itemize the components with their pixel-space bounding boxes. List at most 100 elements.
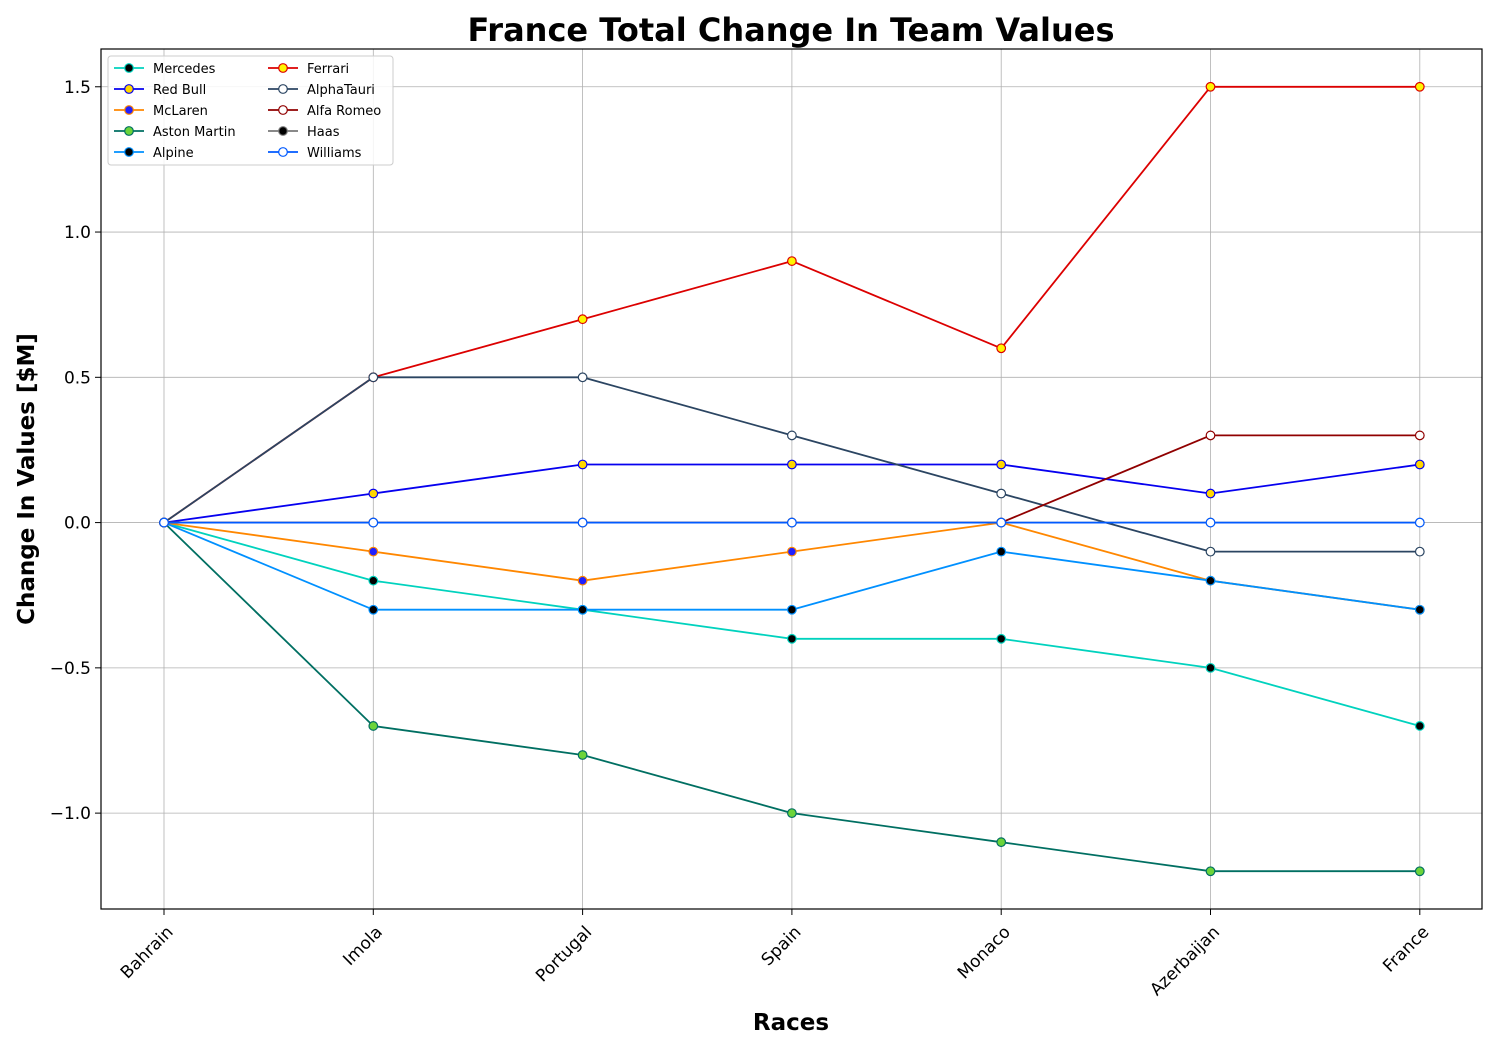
x-axis-label: Races (753, 1010, 829, 1036)
legend-swatch-marker (278, 147, 288, 157)
data-point-red-bull (577, 459, 588, 470)
data-point-alphatauri (996, 488, 1007, 499)
legend-swatch-marker (278, 105, 288, 115)
data-point-ferrari (996, 343, 1007, 354)
legend-swatch-marker (124, 126, 134, 136)
legend-label: McLaren (153, 104, 208, 119)
data-point-aston-martin (577, 750, 588, 760)
y-axis-ticks: −1.0 −0.5 0.0 0.5 1.0 1.5 (50, 78, 101, 824)
x-axis-ticks: Bahrain Imola Portugal Spain Monaco Azerbaija… (117, 909, 1433, 1000)
legend-item-mercedes: Mercedes (114, 62, 216, 77)
legend-swatch-marker (124, 63, 134, 73)
legend-label: AlphaTauri (307, 83, 375, 98)
data-point-ferrari (577, 314, 588, 325)
data-point-mercedes (1414, 721, 1425, 731)
data-point-red-bull (368, 488, 379, 499)
data-point-aston-martin (1205, 866, 1216, 877)
data-point-alphatauri (368, 372, 379, 383)
data-point-alpine (1205, 575, 1216, 586)
legend-label: Alpine (153, 146, 194, 161)
legend-item-alfa-romeo: Alfa Romeo (268, 104, 381, 119)
y-tick-label: 1.5 (64, 78, 91, 98)
x-tick-label: Spain (758, 922, 806, 970)
x-tick-label: Monaco (954, 922, 1015, 983)
data-point-mercedes (368, 575, 379, 586)
legend-item-aston-martin: Aston Martin (114, 125, 236, 140)
y-axis-label: Change In Values [$M] (14, 333, 40, 625)
legend-item-ferrari: Ferrari (268, 62, 349, 77)
data-point-alpine (368, 604, 379, 615)
chart-title: France Total Change In Team Values (467, 11, 1114, 49)
data-point-williams (996, 517, 1007, 528)
data-point-mercedes (787, 633, 797, 644)
data-point-williams (787, 517, 797, 528)
legend-item-red-bull: Red Bull (114, 83, 206, 98)
data-point-alpine (787, 604, 797, 615)
legend-label: Ferrari (307, 62, 349, 77)
y-tick-label: −0.5 (50, 659, 91, 679)
data-point-williams (1205, 517, 1216, 528)
legend-label: Red Bull (153, 83, 206, 98)
data-point-ferrari (1414, 81, 1425, 92)
x-tick-label: Bahrain (117, 922, 178, 983)
x-tick-label: France (1379, 922, 1433, 976)
legend-label: Williams (307, 146, 362, 161)
data-point-aston-martin (368, 721, 379, 731)
data-point-williams (159, 517, 169, 528)
legend-item-williams: Williams (268, 146, 362, 161)
legend-frame (107, 55, 394, 166)
data-point-mercedes (996, 633, 1007, 644)
legend-swatch-marker (124, 84, 134, 94)
data-point-alphatauri (577, 372, 588, 383)
legend-item-mclaren: McLaren (114, 104, 208, 119)
data-point-mclaren (787, 546, 797, 557)
legend-swatch-marker (278, 63, 288, 73)
data-point-ferrari (787, 256, 797, 266)
y-tick-label: −1.0 (50, 804, 91, 824)
data-point-aston-martin (1414, 866, 1425, 877)
data-point-mercedes (1205, 662, 1216, 673)
data-point-red-bull (1414, 459, 1425, 470)
series-williams (159, 517, 1425, 528)
data-point-alfa-romeo (1205, 430, 1216, 441)
legend-swatch-marker (124, 105, 134, 115)
legend-swatch-marker (278, 126, 288, 136)
y-tick-label: 1.0 (64, 223, 91, 243)
legend-item-alphatauri: AlphaTauri (268, 83, 375, 98)
data-point-alfa-romeo (1414, 430, 1425, 441)
legend-item-alpine: Alpine (114, 146, 194, 161)
legend-swatch-marker (278, 84, 288, 94)
data-point-ferrari (1205, 81, 1216, 92)
legend-swatch-marker (124, 147, 134, 157)
grid-lines (101, 49, 1482, 909)
legend-label: Mercedes (153, 62, 216, 77)
data-point-alphatauri (1414, 546, 1425, 557)
data-point-aston-martin (787, 808, 797, 819)
data-point-mclaren (368, 546, 379, 557)
y-tick-label: 0.0 (64, 514, 91, 534)
legend-label: Haas (307, 125, 340, 140)
x-tick-label: Imola (339, 922, 386, 969)
data-point-williams (577, 517, 588, 528)
x-tick-label: Portugal (532, 922, 596, 986)
legend-label: Aston Martin (153, 125, 236, 140)
data-point-alphatauri (787, 430, 797, 441)
x-tick-label: Azerbaijan (1146, 922, 1224, 1000)
legend-label: Alfa Romeo (307, 104, 381, 119)
series-aston-martin (159, 517, 1425, 877)
data-point-mclaren (577, 575, 588, 586)
data-point-alpine (996, 546, 1007, 557)
data-point-williams (1414, 517, 1425, 528)
data-point-alphatauri (1205, 546, 1216, 557)
data-point-red-bull (996, 459, 1007, 470)
data-point-alpine (1414, 604, 1425, 615)
data-point-williams (368, 517, 379, 528)
y-tick-label: 0.5 (64, 368, 91, 388)
data-point-aston-martin (996, 837, 1007, 848)
legend: Mercedes Red Bull McLaren Aston Martin Alpin… (107, 55, 394, 166)
series-layer (159, 81, 1425, 877)
data-point-red-bull (1205, 488, 1216, 499)
data-point-alpine (577, 604, 588, 615)
legend-item-haas: Haas (268, 125, 340, 140)
